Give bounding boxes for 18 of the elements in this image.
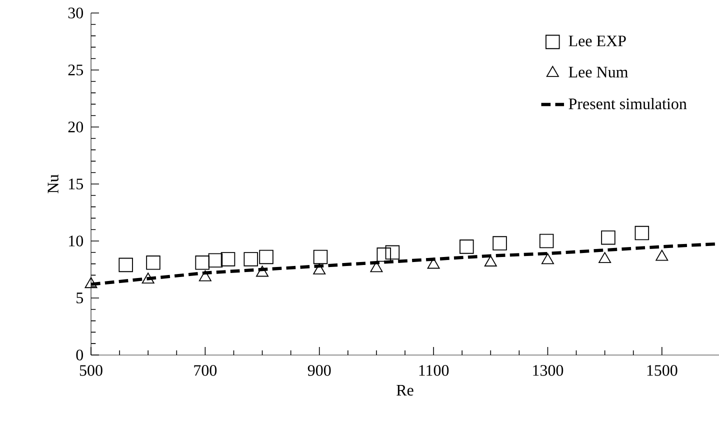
x-tick-label: 1300 <box>533 365 564 376</box>
legend-label: Present simulation <box>568 98 687 110</box>
y-tick-label: 0 <box>76 350 84 360</box>
y-axis-title: Nu <box>48 174 58 194</box>
x-tick-label: 1500 <box>647 365 678 376</box>
legend-label: Lee EXP <box>568 36 626 46</box>
x-tick-label: 1100 <box>419 365 449 376</box>
y-tick-label: 30 <box>68 8 84 18</box>
x-tick-label: 700 <box>194 365 217 376</box>
y-tick-label: 10 <box>69 236 84 246</box>
x-axis-title: Re <box>396 384 414 396</box>
y-tick-label: 25 <box>68 64 84 76</box>
y-tick-label: 20 <box>68 122 84 132</box>
legend-label: Lee Num <box>568 66 628 78</box>
y-tick-label: 15 <box>69 178 84 190</box>
x-tick-label: 900 <box>308 365 331 376</box>
x-tick-label: 500 <box>80 365 102 376</box>
y-tick-label: 5 <box>76 292 84 304</box>
